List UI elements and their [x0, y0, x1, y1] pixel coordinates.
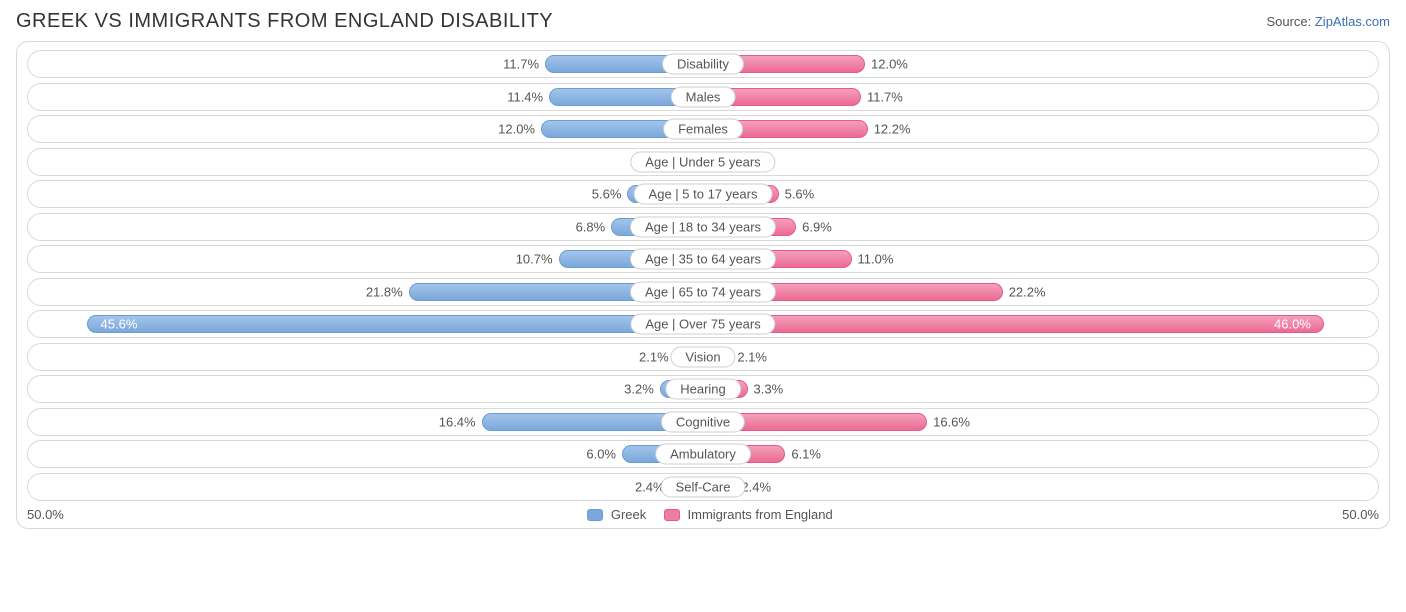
chart-row: 12.0% 12.2% Females — [27, 115, 1379, 143]
value-immigrants: 22.2% — [1009, 284, 1046, 299]
chart-row: 6.0% 6.1% Ambulatory — [27, 440, 1379, 468]
category-label: Age | Over 75 years — [630, 314, 775, 335]
axis-max-right: 50.0% — [1342, 507, 1379, 522]
value-immigrants: 46.0% — [1274, 317, 1311, 332]
chart-footer: 50.0% Greek Immigrants from England 50.0… — [27, 507, 1379, 522]
category-label: Age | Under 5 years — [630, 151, 775, 172]
value-immigrants: 3.3% — [754, 382, 784, 397]
value-immigrants: 12.2% — [874, 122, 911, 137]
value-immigrants: 16.6% — [933, 414, 970, 429]
value-immigrants: 2.1% — [737, 349, 767, 364]
value-immigrants: 6.9% — [802, 219, 832, 234]
value-greek: 2.1% — [639, 349, 669, 364]
value-greek: 11.4% — [507, 89, 543, 104]
legend-label-greek: Greek — [611, 507, 646, 522]
chart-row: 16.4% 16.6% Cognitive — [27, 408, 1379, 436]
category-label: Vision — [670, 346, 735, 367]
chart-area: 11.7% 12.0% Disability 11.4% 11.7% Males 12.0%… — [16, 41, 1390, 529]
value-greek: 45.6% — [101, 317, 138, 332]
category-label: Cognitive — [661, 411, 745, 432]
source-credit: Source: ZipAtlas.com — [1266, 14, 1390, 29]
chart-row: 5.6% 5.6% Age | 5 to 17 years — [27, 180, 1379, 208]
category-label: Males — [671, 86, 736, 107]
category-label: Self-Care — [661, 476, 746, 497]
category-label: Ambulatory — [655, 444, 751, 465]
chart-row: 10.7% 11.0% Age | 35 to 64 years — [27, 245, 1379, 273]
category-label: Hearing — [665, 379, 741, 400]
header: GREEK VS IMMIGRANTS FROM ENGLAND DISABIL… — [16, 10, 1390, 33]
category-label: Age | 18 to 34 years — [630, 216, 776, 237]
chart-row: 45.6% 46.0% Age | Over 75 years — [27, 310, 1379, 338]
chart-row: 11.7% 12.0% Disability — [27, 50, 1379, 78]
category-label: Age | 65 to 74 years — [630, 281, 776, 302]
value-greek: 5.6% — [592, 187, 622, 202]
category-label: Age | 35 to 64 years — [630, 249, 776, 270]
value-greek: 11.7% — [503, 57, 539, 72]
value-greek: 21.8% — [366, 284, 403, 299]
bar-immigrants — [703, 315, 1324, 333]
chart-row: 2.1% 2.1%Vision — [27, 343, 1379, 371]
source-prefix: Source: — [1266, 14, 1314, 29]
value-greek: 12.0% — [498, 122, 535, 137]
chart-row: 11.4% 11.7% Males — [27, 83, 1379, 111]
legend-swatch-greek — [587, 509, 603, 521]
chart-row: 21.8% 22.2% Age | 65 to 74 years — [27, 278, 1379, 306]
category-label: Females — [663, 119, 743, 140]
value-greek: 10.7% — [516, 252, 553, 267]
value-greek: 3.2% — [624, 382, 654, 397]
value-immigrants: 6.1% — [791, 447, 821, 462]
axis-max-left: 50.0% — [27, 507, 64, 522]
chart-row: 6.8% 6.9% Age | 18 to 34 years — [27, 213, 1379, 241]
value-immigrants: 11.7% — [867, 89, 903, 104]
chart-title: GREEK VS IMMIGRANTS FROM ENGLAND DISABIL… — [16, 10, 553, 33]
chart-row: 3.2% 3.3% Hearing — [27, 375, 1379, 403]
value-immigrants: 11.0% — [858, 252, 894, 267]
value-greek: 6.0% — [586, 447, 616, 462]
legend-label-immigrants: Immigrants from England — [688, 507, 833, 522]
category-label: Age | 5 to 17 years — [634, 184, 773, 205]
bar-greek — [87, 315, 703, 333]
value-greek: 16.4% — [439, 414, 476, 429]
source-link[interactable]: ZipAtlas.com — [1315, 14, 1390, 29]
value-greek: 6.8% — [576, 219, 606, 234]
value-immigrants: 12.0% — [871, 57, 908, 72]
legend-swatch-immigrants — [664, 509, 680, 521]
category-label: Disability — [662, 54, 744, 75]
chart-row: 1.5%1.4%Age | Under 5 years — [27, 148, 1379, 176]
value-immigrants: 5.6% — [785, 187, 815, 202]
rows-container: 11.7% 12.0% Disability 11.4% 11.7% Males 12.0%… — [27, 50, 1379, 501]
legend: Greek Immigrants from England — [64, 507, 1342, 522]
chart-row: 2.4%2.4%Self-Care — [27, 473, 1379, 501]
value-immigrants: 2.4% — [741, 479, 771, 494]
